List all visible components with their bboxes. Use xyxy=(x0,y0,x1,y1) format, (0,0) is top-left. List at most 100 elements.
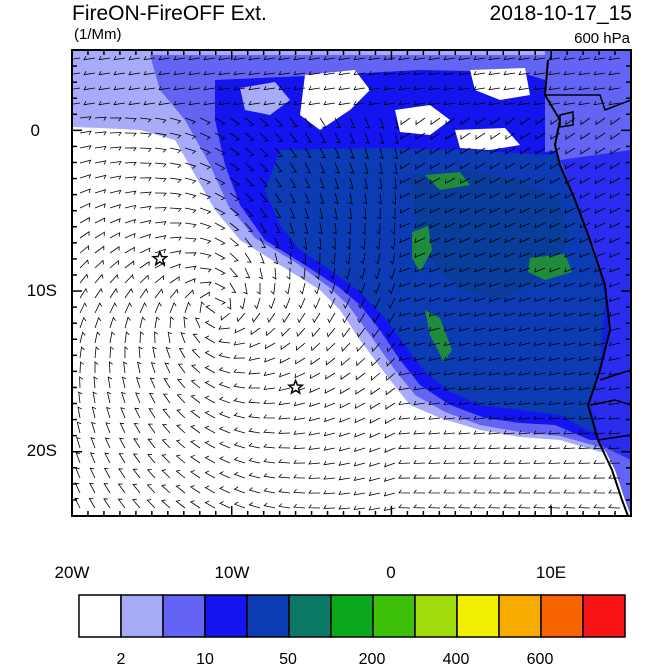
wind-barb xyxy=(413,400,426,406)
wind-barb xyxy=(375,237,381,250)
wind-barb xyxy=(248,398,261,404)
wind-barb xyxy=(391,207,396,220)
wind-barb xyxy=(199,281,212,286)
wind-barb xyxy=(503,327,516,332)
wind-barb xyxy=(356,327,366,338)
wind-barb xyxy=(398,86,411,91)
wind-barb xyxy=(278,444,291,449)
wind-barb xyxy=(274,147,284,158)
wind-barb xyxy=(340,387,351,395)
wind-barb xyxy=(377,192,382,205)
wind-barb xyxy=(443,445,456,450)
wind-barb xyxy=(139,288,149,299)
wind-barb xyxy=(258,267,263,280)
wind-barb xyxy=(503,445,516,450)
wind-barb xyxy=(248,56,261,61)
wind-barb xyxy=(124,246,135,254)
wind-barb xyxy=(94,259,104,269)
wind-barb xyxy=(369,417,381,424)
wind-barb xyxy=(579,237,591,244)
wind-barb xyxy=(504,267,516,273)
wind-barb xyxy=(278,71,291,76)
wind-barb xyxy=(94,245,105,254)
wind-barb xyxy=(248,472,261,479)
wind-barb xyxy=(458,504,471,509)
wind-barb xyxy=(184,289,194,299)
wind-barb xyxy=(594,237,606,244)
wind-barb xyxy=(244,192,254,202)
wind-barb xyxy=(504,207,516,214)
wind-barb xyxy=(109,132,122,137)
wind-barb xyxy=(308,101,321,106)
pressure-level-label: 600 hPa xyxy=(574,30,630,47)
wind-barb xyxy=(143,71,156,76)
wind-barb xyxy=(229,147,240,156)
extinction-field xyxy=(72,50,631,516)
wind-barb xyxy=(608,56,621,61)
wind-barb xyxy=(323,475,336,480)
wind-barb xyxy=(308,460,321,465)
wind-barb xyxy=(429,237,441,244)
wind-barb xyxy=(218,367,231,374)
wind-barb xyxy=(214,237,226,246)
wind-barb xyxy=(77,406,82,419)
wind-barb xyxy=(383,86,396,91)
wind-barb xyxy=(165,346,171,359)
wind-barb xyxy=(578,430,591,435)
wind-barb xyxy=(413,415,426,420)
wind-barb xyxy=(323,460,336,466)
wind-barb xyxy=(593,297,606,303)
wind-barb xyxy=(488,56,501,61)
wind-barb xyxy=(383,477,396,482)
wind-barb xyxy=(248,86,261,91)
wind-barb xyxy=(248,442,261,449)
wind-barb xyxy=(83,101,96,106)
wind-barb xyxy=(334,147,341,159)
wind-barb xyxy=(315,267,321,280)
wind-barb xyxy=(293,56,306,61)
wind-barb xyxy=(161,454,171,464)
wind-barb xyxy=(289,207,296,219)
wind-barb xyxy=(413,474,426,479)
wind-barb xyxy=(338,461,351,466)
wind-barb xyxy=(579,207,591,214)
wind-barb xyxy=(278,488,291,494)
wind-barb xyxy=(518,430,531,435)
wind-barb xyxy=(518,445,531,450)
wind-barb xyxy=(233,456,246,464)
wind-barb xyxy=(398,489,411,494)
wind-barb xyxy=(79,231,90,239)
wind-barb xyxy=(473,341,486,347)
wind-barb xyxy=(338,505,351,510)
wind-barb xyxy=(563,430,576,435)
wind-barb xyxy=(398,474,411,479)
wind-barb xyxy=(355,372,366,381)
wind-barb xyxy=(325,372,336,380)
wind-barb xyxy=(458,415,471,420)
wind-barb xyxy=(233,354,246,359)
wind-barb xyxy=(503,86,516,91)
wind-barb xyxy=(488,504,501,509)
wind-barb xyxy=(548,356,561,361)
wind-barb xyxy=(428,400,441,406)
wind-barb xyxy=(388,282,396,295)
wind-barb xyxy=(578,356,591,361)
wind-barb xyxy=(548,341,561,347)
wind-barb xyxy=(445,147,456,155)
wind-barb xyxy=(594,252,606,258)
wind-barb xyxy=(219,441,231,449)
wind-barb xyxy=(92,391,97,404)
wind-barb xyxy=(204,485,216,494)
wind-barb xyxy=(518,312,531,317)
wind-barb xyxy=(488,445,501,450)
wind-barb xyxy=(353,505,366,511)
wind-barb xyxy=(565,132,576,140)
wind-barb xyxy=(304,132,312,143)
wind-barb xyxy=(550,162,561,170)
wind-barb xyxy=(233,501,246,509)
wind-barb xyxy=(363,177,368,190)
wind-barb xyxy=(254,297,261,310)
wind-barb xyxy=(443,297,456,303)
wind-barb xyxy=(376,207,381,220)
wind-barb xyxy=(504,192,516,199)
